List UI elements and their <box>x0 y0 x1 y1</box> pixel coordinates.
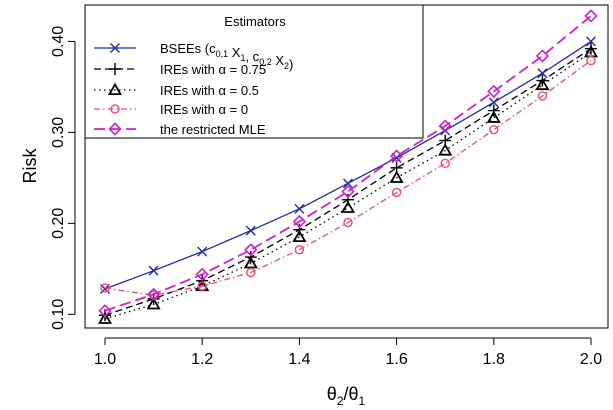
data-point <box>586 36 596 47</box>
x-tick-label: 1.8 <box>483 351 505 368</box>
data-point <box>537 91 548 101</box>
series-3 <box>97 44 599 324</box>
data-point <box>535 49 550 63</box>
series-2 <box>99 42 597 322</box>
y-tick-label: 0.20 <box>50 208 67 239</box>
legend-entry: IREs with α = 0 <box>94 102 248 117</box>
legend-marker <box>110 104 120 114</box>
data-point <box>343 217 353 228</box>
data-point <box>585 42 597 55</box>
data-point <box>197 246 208 257</box>
data-point <box>292 214 307 229</box>
data-point <box>341 184 355 199</box>
legend: Estimators BSEEs (c0,1 X1, c0,2 X2)IREs … <box>84 4 424 139</box>
data-point <box>146 297 161 310</box>
data-point <box>537 68 548 79</box>
data-point <box>391 152 402 163</box>
legend-entry: BSEEs (c0,1 X1, c0,2 X2) <box>94 41 293 72</box>
data-point <box>97 311 113 324</box>
legend-marker <box>108 122 122 136</box>
data-point <box>292 229 307 243</box>
y-tick-label: 0.30 <box>50 117 67 148</box>
data-point <box>489 124 499 135</box>
legend-marker <box>107 82 123 96</box>
data-point <box>245 225 256 236</box>
x-tick-label: 1.4 <box>288 351 310 368</box>
axes: 1.0 1.2 1.4 1.6 1.8 2.0 0.10 0.20 0.30 0.40 <box>50 26 602 368</box>
data-point <box>294 245 305 255</box>
legend-entry: the restricted MLE <box>94 122 266 137</box>
data-point <box>535 77 550 91</box>
legend-entry: IREs with α = 0.75 <box>94 62 266 77</box>
series-line <box>104 15 592 312</box>
data-point <box>294 203 305 214</box>
data-point <box>440 158 450 169</box>
legend-marker <box>109 63 121 75</box>
data-point <box>148 265 159 276</box>
data-point <box>586 55 596 66</box>
data-point <box>98 304 112 318</box>
x-tick-label: 1.0 <box>94 351 116 368</box>
data-point <box>438 143 453 156</box>
data-point <box>389 170 404 183</box>
legend-box <box>84 4 424 139</box>
data-point <box>438 119 452 133</box>
series-layer <box>97 9 599 324</box>
data-point <box>197 281 207 291</box>
data-point <box>246 267 256 278</box>
x-tick-label: 2.0 <box>580 351 602 368</box>
series-5 <box>98 9 598 318</box>
data-point <box>391 187 402 198</box>
x-axis-title: θ2/θ1 <box>327 384 366 408</box>
series-line <box>104 51 592 320</box>
legend-label: BSEEs (c0,1 X1, c0,2 X2) <box>160 41 293 72</box>
data-point <box>487 84 501 99</box>
y-axis-title: Risk <box>20 148 40 184</box>
data-point <box>243 256 258 269</box>
data-point <box>584 9 598 23</box>
data-point <box>486 110 501 123</box>
x-tick-label: 1.2 <box>191 351 213 368</box>
x-tick-label: 1.6 <box>385 351 407 368</box>
data-point <box>389 149 404 163</box>
legend-marker <box>110 43 120 53</box>
data-point <box>100 283 110 293</box>
legend-label: IREs with α = 0.75 <box>160 62 266 77</box>
legend-entries: BSEEs (c0,1 X1, c0,2 X2)IREs with α = 0.… <box>94 41 293 137</box>
data-point <box>146 287 161 301</box>
legend-entry: IREs with α = 0.5 <box>94 82 259 98</box>
series-4 <box>100 55 596 300</box>
data-point <box>195 267 209 281</box>
data-point <box>340 200 356 213</box>
legend-label: IREs with α = 0.5 <box>160 83 259 98</box>
series-line <box>104 59 592 296</box>
legend-title: Estimators <box>224 14 286 29</box>
data-point <box>343 178 353 189</box>
y-tick-label: 0.10 <box>50 299 67 330</box>
y-tick-label: 0.40 <box>50 26 67 57</box>
legend-label: the restricted MLE <box>160 122 266 137</box>
legend-label: IREs with α = 0 <box>160 102 248 117</box>
data-point <box>244 243 258 257</box>
data-point <box>488 97 499 108</box>
